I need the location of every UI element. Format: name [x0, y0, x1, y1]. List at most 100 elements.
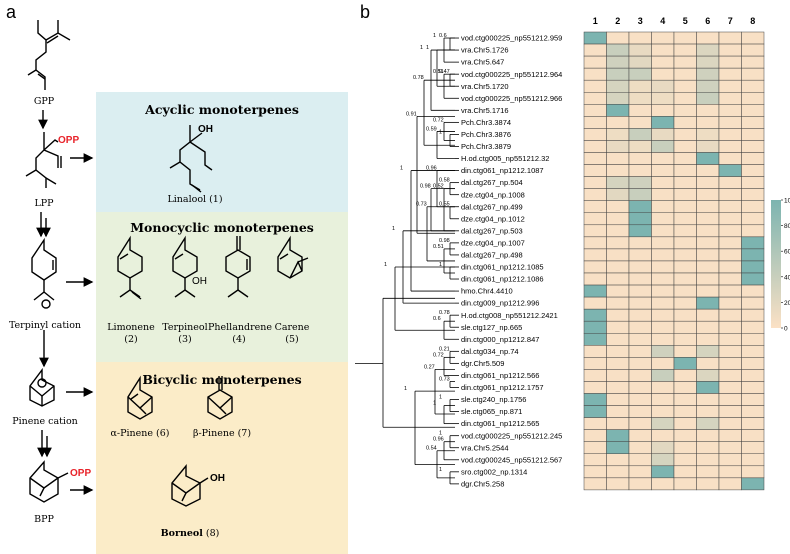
- heatmap-cell: [583, 104, 607, 117]
- bootstrap-value: 0.6: [433, 316, 441, 322]
- heatmap-cell: [696, 55, 720, 69]
- heatmap-cell: [628, 320, 652, 334]
- bootstrap-value: 1: [439, 431, 442, 437]
- heatmap-cell: [651, 477, 675, 491]
- heatmap-cell: [741, 357, 765, 370]
- heatmap-cell: [583, 212, 607, 226]
- heatmap-cell: [651, 200, 675, 213]
- colorbar-tick: 0: [784, 326, 788, 333]
- heatmap-cell: [606, 140, 630, 153]
- heatmap-cell: [741, 417, 765, 430]
- heatmap-cell: [741, 152, 765, 165]
- heatmap-cell: [673, 188, 697, 201]
- heatmap-cell: [583, 55, 607, 69]
- heatmap-cell: [606, 272, 630, 286]
- heatmap-cell: [651, 260, 675, 274]
- heatmap-cell: [606, 128, 630, 141]
- heatmap-cell: [741, 381, 765, 394]
- heatmap-cell: [718, 128, 742, 141]
- heatmap-cell: [741, 272, 765, 286]
- bootstrap-value: 1: [439, 262, 442, 268]
- heatmap-cell: [606, 200, 630, 213]
- heatmap-cell: [673, 405, 697, 418]
- heatmap-cell: [651, 381, 675, 394]
- alpha-pinene-structure: [127, 375, 153, 420]
- lpp-structure: [25, 132, 62, 188]
- heatmap-cell: [696, 188, 720, 201]
- bootstrap-value: 1: [404, 386, 407, 392]
- heatmap-cell: [718, 55, 742, 69]
- heatmap-cell: [606, 333, 630, 346]
- gene-label: dal.ctg267_np.498: [461, 251, 523, 260]
- heatmap-cell: [628, 441, 652, 455]
- heatmap-cell: [651, 212, 675, 226]
- heatmap-cell: [696, 236, 720, 250]
- heatmap-cell: [651, 284, 675, 298]
- heatmap-cell: [673, 43, 697, 57]
- gene-label: din.ctg061_np1212.1757: [461, 383, 544, 392]
- linalool-oh-label: OH: [198, 124, 213, 135]
- gene-label: sro.ctg002_np.1314: [461, 467, 527, 476]
- heatmap-cell: [628, 453, 652, 467]
- heatmap-cell: [741, 43, 765, 57]
- bootstrap-value: 0.78: [439, 310, 450, 316]
- gene-label: sle.ctg240_np.1756: [461, 395, 526, 404]
- heatmap-cell: [673, 224, 697, 238]
- bootstrap-value: 0.59: [426, 126, 437, 132]
- heatmap-cell: [606, 164, 630, 177]
- heatmap-cell: [741, 393, 765, 406]
- heatmap-cell: [628, 248, 652, 262]
- borneol-number: (8): [205, 528, 220, 539]
- colorbar-tick: 80: [784, 223, 790, 230]
- heatmap-cell: [696, 284, 720, 298]
- heatmap-cell: [673, 441, 697, 455]
- heatmap-cell: [718, 345, 742, 358]
- heatmap-cell: [741, 405, 765, 418]
- heatmap-cell: [718, 79, 742, 93]
- beta-pinene-label: β-Pinene (7): [192, 428, 252, 439]
- bootstrap-value: 0.51: [433, 244, 444, 250]
- column-header-2: 2: [615, 16, 620, 26]
- heatmap-cell: [673, 417, 697, 430]
- heatmap-cell: [606, 260, 630, 274]
- bootstrap-value: 0.96: [426, 166, 437, 172]
- lpp-label: LPP: [34, 198, 54, 209]
- heatmap-cell: [583, 128, 607, 141]
- heatmap-cell: [696, 272, 720, 286]
- acyclic-box: Acyclic monoterpenes: [96, 92, 348, 212]
- heatmap-cell: [741, 429, 765, 442]
- bootstrap-value: 0.21: [439, 346, 450, 352]
- heatmap-cell: [606, 212, 630, 226]
- heatmap-cell: [673, 31, 697, 45]
- heatmap-cell: [741, 248, 765, 262]
- heatmap-cell: [696, 164, 720, 177]
- heatmap-cell: [628, 212, 652, 226]
- heatmap-cell: [628, 405, 652, 418]
- heatmap-cell: [628, 296, 652, 310]
- bootstrap-value: 0.47: [439, 69, 450, 75]
- heatmap-cell: [628, 236, 652, 250]
- heatmap-cell: [583, 67, 607, 81]
- bootstrap-value: 0.72: [433, 352, 444, 358]
- bpp-label: BPP: [34, 514, 54, 525]
- heatmap-cell: [583, 92, 607, 105]
- heatmap-cell: [696, 152, 720, 165]
- heatmap-cell: [583, 369, 607, 382]
- heatmap-cell: [651, 31, 675, 45]
- heatmap-cell: [628, 333, 652, 346]
- heatmap-cell: [718, 260, 742, 274]
- panel-label-a: a: [6, 2, 17, 22]
- bootstrap-value: 0.52: [433, 184, 444, 190]
- heatmap-cell: [651, 55, 675, 69]
- heatmap-cell: [606, 465, 630, 479]
- heatmap-cell: [741, 441, 765, 455]
- heatmap-cell: [696, 465, 720, 479]
- heatmap-cell: [583, 260, 607, 274]
- heatmap-cell: [718, 236, 742, 250]
- pinene-cation-label: Pinene cation: [12, 416, 78, 427]
- gene-label: vod.ctg000225_np551212.964: [461, 70, 562, 79]
- heatmap-cell: [583, 345, 607, 358]
- borneol-structure: [171, 464, 209, 507]
- heatmap-cell: [673, 260, 697, 274]
- heatmap-cell: [673, 393, 697, 406]
